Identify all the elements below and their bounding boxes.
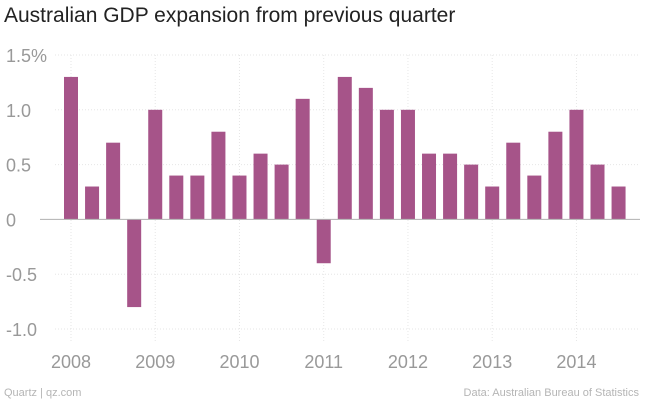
bar	[548, 131, 563, 220]
bar	[274, 164, 289, 220]
bar	[358, 87, 373, 220]
bar	[611, 186, 626, 220]
bar	[295, 98, 310, 220]
bar	[506, 142, 521, 220]
bar	[211, 131, 226, 220]
bar	[232, 175, 247, 220]
bar	[106, 142, 121, 220]
y-tick-label: 0	[6, 210, 16, 230]
x-tick-label: 2010	[219, 352, 259, 372]
bar	[337, 76, 352, 220]
y-tick-label: -0.5	[6, 265, 37, 285]
bar	[485, 186, 500, 220]
x-tick-label: 2014	[556, 352, 596, 372]
x-tick-label: 2013	[472, 352, 512, 372]
bar	[148, 109, 163, 220]
bar	[527, 175, 542, 220]
y-tick-label: 0.5	[6, 156, 31, 176]
x-tick-label: 2009	[135, 352, 175, 372]
bar	[127, 219, 142, 308]
y-tick-label: 1.5%	[6, 46, 47, 66]
bar	[85, 186, 100, 220]
bar	[422, 153, 437, 220]
bar	[64, 76, 78, 220]
bar	[569, 109, 584, 220]
bar	[190, 175, 205, 220]
bar	[379, 109, 394, 220]
bar	[169, 175, 184, 220]
footer-source: Data: Australian Bureau of Statistics	[463, 387, 639, 399]
bar	[464, 164, 479, 220]
chart-title: Australian GDP expansion from previous q…	[4, 4, 456, 27]
bar	[253, 153, 268, 220]
y-tick-label: -1.0	[6, 320, 37, 340]
bar	[590, 164, 605, 220]
x-tick-label: 2011	[304, 352, 343, 372]
bar	[316, 219, 331, 264]
footer-credit: Quartz | qz.com	[4, 387, 82, 399]
x-tick-label: 2008	[51, 352, 91, 372]
x-tick-label: 2012	[388, 352, 428, 372]
bar	[443, 153, 458, 220]
y-tick-label: 1.0	[6, 101, 31, 121]
bar	[400, 109, 415, 220]
